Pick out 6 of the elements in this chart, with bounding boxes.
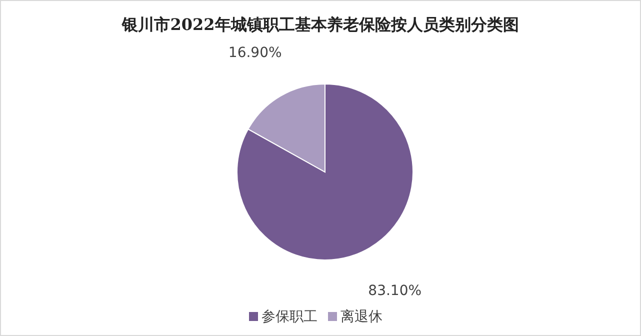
data-label: 16.90%	[228, 44, 282, 61]
data-label: 83.10%	[368, 283, 422, 300]
chart-title: 银川市2022年城镇职工基本养老保险按人员类别分类图	[120, 15, 520, 36]
legend-label: 参保职工	[262, 309, 318, 325]
pie-slice	[236, 84, 414, 260]
legend-label: 离退休	[340, 309, 382, 325]
